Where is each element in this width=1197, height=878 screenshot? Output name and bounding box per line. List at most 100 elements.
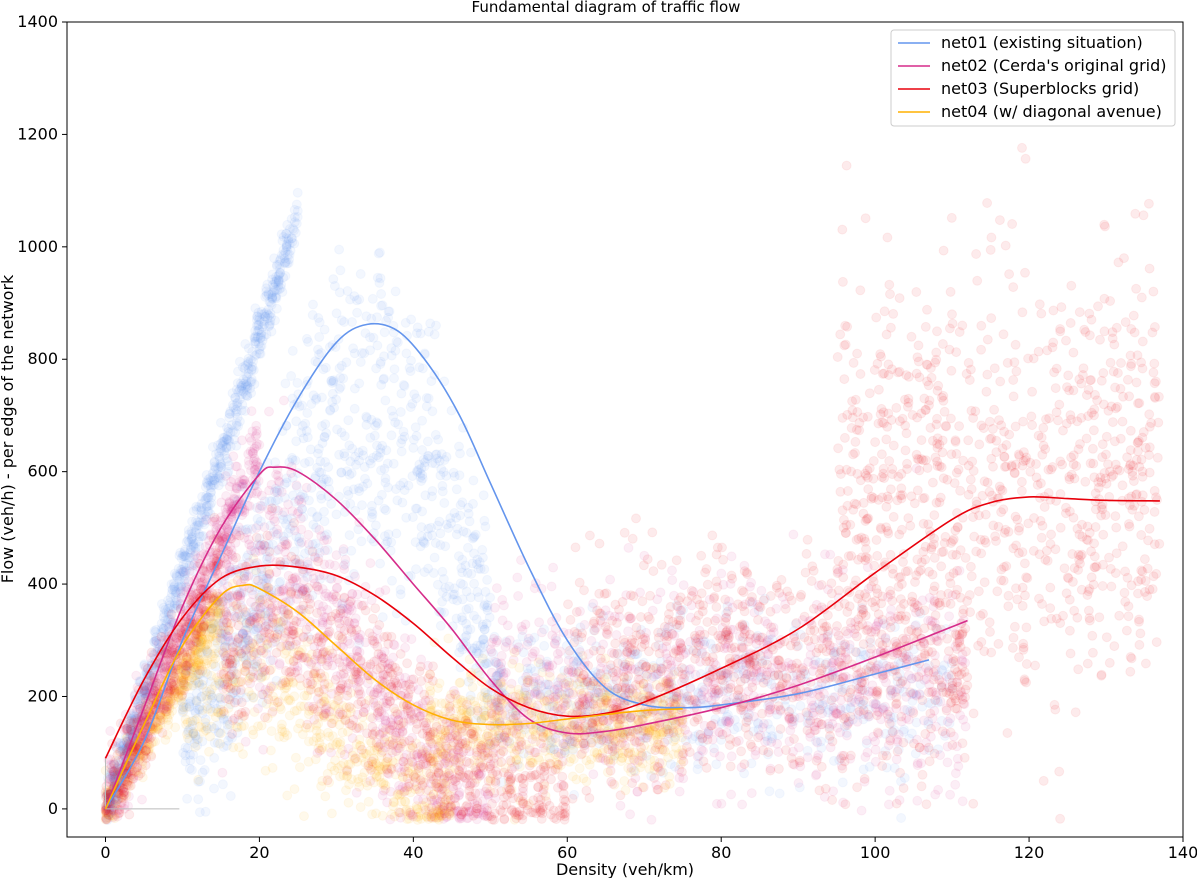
scatter-point: [193, 634, 204, 645]
scatter-point: [167, 705, 178, 716]
scatter-point: [199, 619, 210, 630]
scatter-point: [195, 641, 206, 652]
scatter-point: [339, 749, 350, 760]
scatter-point: [788, 529, 799, 540]
scatter-point: [153, 720, 164, 731]
scatter-point: [182, 665, 193, 675]
scatter-point: [162, 712, 173, 723]
scatter-point: [168, 676, 179, 687]
scatter-point: [120, 787, 131, 798]
scatter-point: [159, 702, 170, 712]
scatter-point: [177, 685, 188, 696]
scatter-point: [137, 794, 147, 805]
scatter-point: [211, 597, 221, 608]
scatter-point: [190, 636, 201, 647]
scatter-point: [192, 634, 203, 645]
scatter-point: [209, 648, 220, 659]
scatter-point: [176, 663, 187, 673]
scatter-point: [281, 241, 292, 251]
scatter-point: [334, 244, 345, 255]
scatter-point: [196, 637, 207, 648]
scatter-point: [195, 636, 206, 646]
scatter-point: [646, 814, 657, 825]
scatter-point: [192, 665, 203, 676]
scatter-point: [103, 812, 114, 823]
scatter-point: [162, 692, 173, 703]
scatter-point: [192, 649, 203, 659]
scatter-point: [144, 743, 155, 754]
scatter-point: [164, 709, 175, 720]
scatter-point: [581, 776, 592, 787]
scatter-point: [303, 756, 314, 767]
scatter-point: [212, 606, 223, 617]
scatter-point: [176, 673, 187, 684]
scatter-point: [199, 519, 210, 530]
scatter-point: [183, 529, 194, 540]
scatter-point: [212, 610, 223, 621]
scatter-point: [382, 797, 393, 808]
scatter-point: [173, 675, 184, 686]
scatter-point: [347, 733, 358, 744]
scatter-point: [215, 608, 226, 619]
scatter-point: [177, 691, 188, 702]
scatter-point: [190, 656, 201, 667]
scatter-point: [178, 662, 189, 673]
scatter-point: [291, 199, 302, 210]
scatter-point: [176, 661, 187, 672]
scatter-point: [164, 691, 175, 702]
scatter-point: [615, 800, 626, 811]
scatter-point: [546, 581, 557, 592]
scatter-point: [862, 747, 873, 758]
scatter-point: [109, 811, 120, 822]
scatter-point: [197, 633, 208, 644]
scatter-point: [179, 679, 190, 690]
scatter-point: [341, 785, 351, 796]
scatter-point: [141, 744, 152, 755]
scatter-point: [463, 676, 474, 687]
scatter-point: [957, 796, 968, 807]
scatter-point: [292, 187, 303, 198]
scatter-point: [193, 627, 204, 638]
scatter-point: [137, 751, 148, 762]
scatter-point: [217, 767, 228, 778]
scatter-point: [192, 644, 202, 655]
scatter-point: [944, 611, 955, 622]
scatter-point: [254, 439, 265, 450]
scatter-point: [315, 728, 326, 739]
scatter-point: [513, 591, 524, 601]
scatter-point: [512, 572, 523, 583]
scatter-point: [155, 712, 166, 723]
scatter-point: [190, 644, 201, 655]
scatter-point: [930, 789, 941, 800]
scatter-point: [153, 724, 164, 735]
scatter-point: [584, 759, 595, 770]
scatter-point: [674, 786, 685, 797]
scatter-point: [166, 694, 176, 705]
scatter-point: [203, 634, 214, 645]
scatter-point: [184, 671, 195, 682]
scatter-point: [201, 644, 211, 655]
scatter-point: [169, 682, 180, 693]
scatter-point: [258, 744, 269, 755]
scatter-point: [170, 681, 181, 691]
scatter-point: [143, 746, 154, 757]
scatter-point: [293, 723, 303, 734]
scatter-point: [206, 498, 217, 508]
scatter-point: [184, 660, 195, 671]
scatter-point: [295, 701, 306, 712]
scatter-point: [320, 791, 331, 802]
scatter-point: [214, 600, 225, 611]
scatter-point: [200, 623, 211, 634]
scatter-point: [215, 458, 226, 469]
scatter-point: [163, 695, 174, 706]
scatter-point: [205, 609, 216, 620]
scatter-point: [178, 650, 189, 660]
scatter-point: [194, 635, 205, 646]
scatter-point: [884, 785, 895, 796]
scatter-point: [497, 615, 508, 626]
scatter-point: [176, 672, 187, 683]
scatter-point: [180, 665, 191, 676]
scatter-point: [108, 802, 119, 813]
scatter-point: [171, 686, 182, 697]
scatter-point: [188, 639, 198, 650]
